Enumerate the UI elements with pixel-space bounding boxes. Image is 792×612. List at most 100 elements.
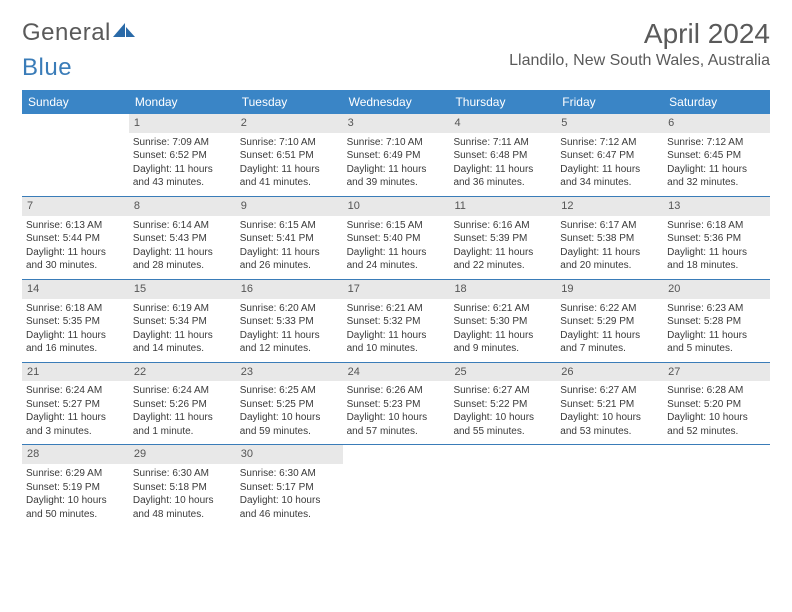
daylight-text: Daylight: 11 hours and 36 minutes.: [453, 163, 552, 190]
sunrise-text: Sunrise: 7:11 AM: [453, 136, 552, 150]
sunrise-text: Sunrise: 6:24 AM: [26, 384, 125, 398]
sunset-text: Sunset: 5:22 PM: [453, 398, 552, 412]
daylight-text: Daylight: 11 hours and 30 minutes.: [26, 246, 125, 273]
daylight-text: Daylight: 11 hours and 41 minutes.: [240, 163, 339, 190]
day-number: 6: [663, 114, 770, 133]
sunrise-text: Sunrise: 6:15 AM: [347, 219, 446, 233]
daylight-text: Daylight: 11 hours and 26 minutes.: [240, 246, 339, 273]
day-number: 25: [449, 363, 556, 382]
sunset-text: Sunset: 6:48 PM: [453, 149, 552, 163]
calendar-cell: 13Sunrise: 6:18 AMSunset: 5:36 PMDayligh…: [663, 197, 770, 279]
calendar-cell: [343, 445, 450, 527]
calendar-cell: 29 Sunrise: 6:30 AMSunset: 5:18 PMDayligh…: [129, 445, 236, 527]
sunrise-text: Sunrise: 7:10 AM: [240, 136, 339, 150]
sunset-text: Sunset: 6:45 PM: [667, 149, 766, 163]
calendar-cell: 8Sunrise: 6:14 AMSunset: 5:43 PMDaylight…: [129, 197, 236, 279]
sunset-text: Sunset: 5:34 PM: [133, 315, 232, 329]
logo-sail-icon: [113, 18, 135, 46]
sunset-text: Sunset: 5:25 PM: [240, 398, 339, 412]
sunset-text: Sunset: 5:33 PM: [240, 315, 339, 329]
day-number: 7: [22, 197, 129, 216]
logo-text-blue: Blue: [22, 54, 72, 82]
day-number: 10: [343, 197, 450, 216]
daylight-text: Daylight: 10 hours and 50 minutes.: [26, 494, 125, 521]
sunset-text: Sunset: 6:52 PM: [133, 149, 232, 163]
calendar-grid: 1Sunrise: 7:09 AMSunset: 6:52 PMDaylight…: [22, 114, 770, 527]
day-number: 19: [556, 280, 663, 299]
calendar-week: 7Sunrise: 6:13 AMSunset: 5:44 PMDaylight…: [22, 196, 770, 279]
daylight-text: Daylight: 11 hours and 7 minutes.: [560, 329, 659, 356]
daylight-text: Daylight: 11 hours and 32 minutes.: [667, 163, 766, 190]
calendar-cell: [663, 445, 770, 527]
day-number: 9: [236, 197, 343, 216]
calendar-cell: [22, 114, 129, 196]
sunrise-text: Sunrise: 6:17 AM: [560, 219, 659, 233]
sunrise-text: Sunrise: 6:13 AM: [26, 219, 125, 233]
calendar-cell: 6 Sunrise: 7:12 AMSunset: 6:45 PMDaylight…: [663, 114, 770, 196]
day-number: 4: [449, 114, 556, 133]
day-number: 15: [129, 280, 236, 299]
sunset-text: Sunset: 6:51 PM: [240, 149, 339, 163]
calendar-cell: 30Sunrise: 6:30 AMSunset: 5:17 PMDayligh…: [236, 445, 343, 527]
day-number: 5: [556, 114, 663, 133]
day-number: 29: [129, 445, 236, 464]
sunrise-text: Sunrise: 7:12 AM: [667, 136, 766, 150]
sunset-text: Sunset: 5:39 PM: [453, 232, 552, 246]
daylight-text: Daylight: 11 hours and 43 minutes.: [133, 163, 232, 190]
calendar-cell: 15 Sunrise: 6:19 AMSunset: 5:34 PMDayligh…: [129, 280, 236, 362]
sunrise-text: Sunrise: 6:22 AM: [560, 302, 659, 316]
weekday-header: Thursday: [449, 90, 556, 114]
sunrise-text: Sunrise: 6:30 AM: [133, 467, 232, 481]
sunrise-text: Sunrise: 6:16 AM: [453, 219, 552, 233]
day-number: 11: [449, 197, 556, 216]
sunrise-text: Sunrise: 6:26 AM: [347, 384, 446, 398]
day-number: 23: [236, 363, 343, 382]
day-number: 1: [129, 114, 236, 133]
calendar-cell: 3Sunrise: 7:10 AMSunset: 6:49 PMDaylight…: [343, 114, 450, 196]
sunset-text: Sunset: 5:41 PM: [240, 232, 339, 246]
calendar-cell: 10Sunrise: 6:15 AMSunset: 5:40 PMDayligh…: [343, 197, 450, 279]
sunrise-text: Sunrise: 7:09 AM: [133, 136, 232, 150]
daylight-text: Daylight: 10 hours and 59 minutes.: [240, 411, 339, 438]
calendar-cell: 24Sunrise: 6:26 AMSunset: 5:23 PMDayligh…: [343, 363, 450, 445]
sunset-text: Sunset: 5:27 PM: [26, 398, 125, 412]
location-subtitle: Llandilo, New South Wales, Australia: [509, 52, 770, 70]
calendar-cell: 14Sunrise: 6:18 AMSunset: 5:35 PMDayligh…: [22, 280, 129, 362]
daylight-text: Daylight: 11 hours and 3 minutes.: [26, 411, 125, 438]
sunset-text: Sunset: 5:38 PM: [560, 232, 659, 246]
sunset-text: Sunset: 5:23 PM: [347, 398, 446, 412]
sunset-text: Sunset: 5:21 PM: [560, 398, 659, 412]
calendar-week: 1Sunrise: 7:09 AMSunset: 6:52 PMDaylight…: [22, 114, 770, 196]
sunrise-text: Sunrise: 6:21 AM: [453, 302, 552, 316]
daylight-text: Daylight: 10 hours and 57 minutes.: [347, 411, 446, 438]
day-number: 18: [449, 280, 556, 299]
sunset-text: Sunset: 5:35 PM: [26, 315, 125, 329]
logo: General: [22, 18, 135, 48]
daylight-text: Daylight: 11 hours and 22 minutes.: [453, 246, 552, 273]
day-number: 27: [663, 363, 770, 382]
daylight-text: Daylight: 11 hours and 18 minutes.: [667, 246, 766, 273]
sunrise-text: Sunrise: 6:21 AM: [347, 302, 446, 316]
sunset-text: Sunset: 5:18 PM: [133, 481, 232, 495]
daylight-text: Daylight: 11 hours and 16 minutes.: [26, 329, 125, 356]
weekday-header: Friday: [556, 90, 663, 114]
calendar-cell: 19Sunrise: 6:22 AMSunset: 5:29 PMDayligh…: [556, 280, 663, 362]
sunset-text: Sunset: 6:49 PM: [347, 149, 446, 163]
daylight-text: Daylight: 10 hours and 48 minutes.: [133, 494, 232, 521]
daylight-text: Daylight: 10 hours and 52 minutes.: [667, 411, 766, 438]
sunrise-text: Sunrise: 7:10 AM: [347, 136, 446, 150]
daylight-text: Daylight: 11 hours and 5 minutes.: [667, 329, 766, 356]
weekday-header: Wednesday: [343, 90, 450, 114]
sunrise-text: Sunrise: 7:12 AM: [560, 136, 659, 150]
sunset-text: Sunset: 5:32 PM: [347, 315, 446, 329]
sunset-text: Sunset: 5:30 PM: [453, 315, 552, 329]
daylight-text: Daylight: 11 hours and 9 minutes.: [453, 329, 552, 356]
calendar-week: 28Sunrise: 6:29 AMSunset: 5:19 PMDayligh…: [22, 444, 770, 527]
daylight-text: Daylight: 11 hours and 14 minutes.: [133, 329, 232, 356]
sunrise-text: Sunrise: 6:19 AM: [133, 302, 232, 316]
sunset-text: Sunset: 5:26 PM: [133, 398, 232, 412]
day-number: 17: [343, 280, 450, 299]
calendar-cell: 4 Sunrise: 7:11 AMSunset: 6:48 PMDaylight…: [449, 114, 556, 196]
day-number: 30: [236, 445, 343, 464]
daylight-text: Daylight: 11 hours and 39 minutes.: [347, 163, 446, 190]
